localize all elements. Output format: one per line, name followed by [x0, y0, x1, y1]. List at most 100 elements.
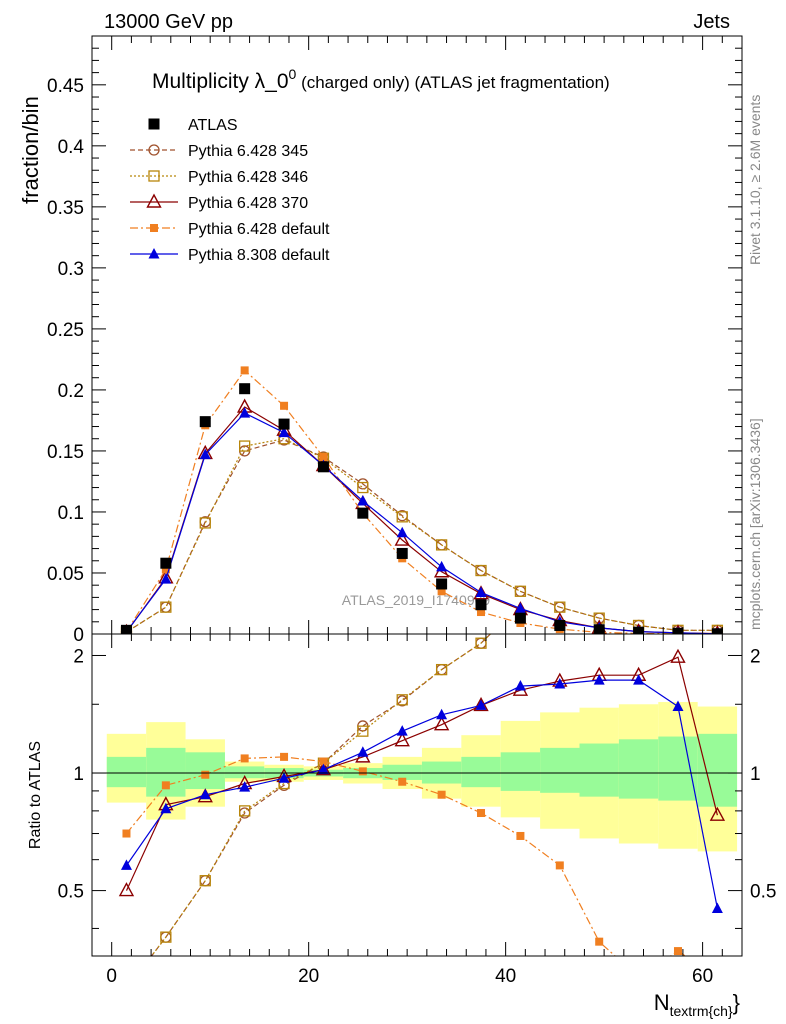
main-y-tick-label: 0.45: [47, 76, 84, 97]
ratio-point-p370: [118, 882, 135, 897]
legend-entry-p6def: Pythia 6.428 default: [130, 221, 330, 238]
plot-title-superscript: 0: [289, 66, 297, 82]
legend-label-p370: Pythia 6.428 370: [188, 195, 308, 212]
ratio-point-p370: [670, 648, 686, 663]
legend-label-p345: Pythia 6.428 345: [188, 143, 308, 160]
main-point-p6def: [161, 565, 170, 574]
main-point-p8def: [278, 426, 290, 438]
ratio-point-p6def: [398, 777, 407, 786]
main-point-p346: [199, 517, 211, 529]
ratio-line-p6def: [126, 756, 687, 956]
ratio-point-p8def: [120, 859, 132, 870]
band-inner-bin: [106, 756, 147, 788]
main-series-p346: [120, 433, 724, 634]
ratio-point-p346: [594, 546, 604, 556]
ratio-point-p8def: [357, 746, 369, 757]
ratio-point-p6def: [122, 829, 131, 838]
ratio-point-p345: [634, 509, 644, 519]
ratio-point-p8def: [593, 674, 605, 685]
main-y-tick-label: 0.15: [47, 442, 84, 463]
main-y-tick-label: 0.3: [58, 259, 84, 280]
main-point-p8def: [475, 586, 487, 598]
legend-marker-p8def: [148, 248, 160, 259]
ratio-point-p345: [594, 546, 604, 556]
main-point-p6def: [437, 587, 446, 596]
ratio-point-p8def: [633, 674, 645, 685]
ratio-point-p346: [475, 637, 487, 649]
main-point-p8def: [514, 602, 526, 613]
legend-entry-p8def: Pythia 8.308 default: [130, 247, 330, 264]
ratio-point-p8def: [239, 781, 251, 792]
main-y-tick-label: 0: [73, 625, 84, 646]
ratio-plot-frame: [91, 633, 743, 957]
side-label-bottom: mcplots.cern.ch [arXiv:1306.3436]: [747, 418, 763, 630]
ratio-point-p6def: [673, 947, 682, 956]
ratio-y-tick-label-right: 0.5: [750, 882, 776, 903]
legend-label-atlas: ATLAS: [188, 117, 238, 134]
watermark: ATLAS_2019_I1740909: [342, 592, 491, 608]
header-left: 13000 GeV pp: [104, 11, 233, 33]
ratio-point-p6def: [319, 757, 328, 766]
ratio-point-p6def: [477, 809, 486, 818]
main-line-p6def: [125, 369, 718, 634]
ratio-y-axis-label: Ratio to ATLAS: [27, 741, 44, 849]
main-point-atlas: [514, 612, 526, 624]
ratio-point-p346: [673, 495, 683, 505]
ratio-point-p8def: [199, 788, 211, 800]
ratio-point-p6def: [713, 973, 721, 981]
ratio-point-p370: [433, 716, 450, 731]
main-point-p346: [396, 511, 408, 523]
main-point-p8def: [239, 407, 251, 418]
ratio-point-p8def: [514, 680, 526, 691]
legend-marker-p346: [148, 170, 160, 182]
ratio-series-p6def: [122, 752, 721, 981]
band-inner-bin: [540, 747, 580, 793]
ratio-point-p345: [121, 984, 131, 994]
main-point-atlas: [278, 418, 290, 430]
legend-entry-p346: Pythia 6.428 346: [130, 169, 308, 186]
main-point-p8def: [199, 448, 211, 460]
legend-entry-p345: Pythia 6.428 345: [130, 143, 308, 160]
ratio-point-p345: [555, 571, 565, 581]
ratio-x-tick-label: 20: [298, 966, 319, 987]
ratio-line-p346: [150, 634, 492, 956]
plot-title: Multiplicity λ_00 (charged only) (ATLAS …: [152, 66, 610, 93]
main-line-p346: [126, 438, 718, 633]
legend-label-p8def: Pythia 8.308 default: [188, 247, 330, 264]
main-point-p346: [435, 539, 448, 551]
ratio-x-tick-label: 40: [495, 966, 516, 987]
ratio-point-p346: [712, 495, 722, 505]
ratio-x-tick-label: 60: [692, 966, 713, 987]
axes: 00.050.10.150.20.250.30.350.40.450 20 40 60…: [47, 35, 776, 987]
ratio-point-p346: [357, 725, 369, 737]
ratio-point-p346: [555, 571, 565, 581]
ratio-point-p8def: [278, 772, 290, 783]
main-y-tick-label: 0.35: [47, 198, 84, 219]
main-point-p346: [160, 601, 172, 613]
main-point-p8def: [160, 573, 172, 584]
main-point-p8def: [357, 494, 369, 506]
ratio-point-p346: [239, 805, 251, 817]
ratio-point-p6def: [516, 831, 525, 840]
ratio-point-p346: [396, 694, 408, 706]
ratio-point-p6def: [595, 937, 604, 946]
ratio-point-p6def: [280, 752, 289, 761]
ratio-point-p6def: [555, 861, 564, 870]
ratio-line-p8def: [126, 679, 718, 909]
main-point-atlas: [357, 507, 369, 519]
main-point-p345: [160, 601, 172, 613]
main-point-atlas: [633, 626, 645, 634]
main-point-p370: [394, 531, 410, 546]
main-point-p6def: [240, 366, 249, 375]
ratio-point-p8def: [160, 802, 172, 814]
main-y-tick-label: 0.05: [47, 564, 84, 585]
legend-entry-atlas: ATLAS: [148, 117, 238, 134]
main-point-p346: [514, 585, 527, 597]
main-point-atlas: [554, 619, 566, 631]
ratio-y-tick-label: 0.5: [58, 882, 84, 903]
band-inner-bin: [224, 766, 265, 779]
main-point-p8def: [396, 526, 408, 538]
ratio-point-p6def: [201, 770, 210, 779]
main-y-tick-label: 0.2: [58, 381, 84, 402]
